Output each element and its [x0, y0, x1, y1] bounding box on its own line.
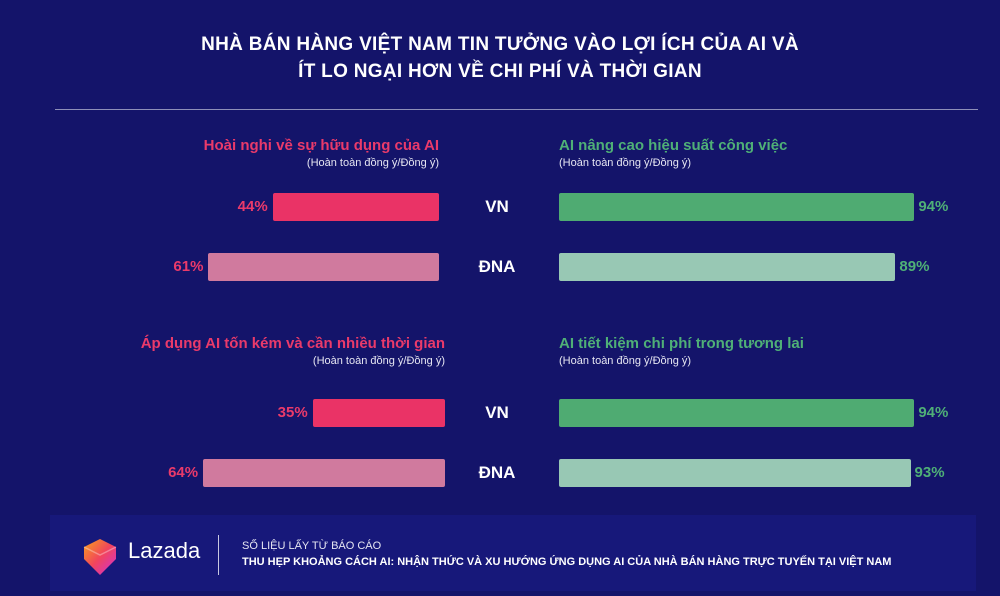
category-label: ĐNA [478, 257, 516, 276]
footer-divider [218, 535, 219, 575]
data-label: 35% [277, 404, 308, 421]
data-label: 64% [168, 464, 199, 481]
data-label: 89% [899, 258, 930, 275]
panel-subtitle: (Hoàn toàn đồng ý/Đồng ý) [559, 355, 692, 367]
panel-title: AI tiết kiệm chi phí trong tương lai [559, 335, 804, 352]
panel-subtitle: (Hoàn toàn đồng ý/Đồng ý) [306, 157, 439, 169]
data-label: 94% [918, 198, 949, 215]
panel-subtitle: (Hoàn toàn đồng ý/Đồng ý) [559, 157, 692, 169]
panel-title: Hoài nghi về sự hữu dụng của AI [203, 137, 439, 154]
footer [50, 515, 976, 591]
panel-title: AI nâng cao hiệu suất công việc [559, 137, 788, 154]
bar-dna [203, 459, 445, 487]
category-label: ĐNA [478, 463, 516, 482]
category-label: VN [485, 197, 509, 216]
divider [55, 109, 978, 110]
data-label: 61% [173, 258, 204, 275]
source-label: SỐ LIỆU LẤY TỪ BÁO CÁO [242, 540, 382, 552]
category-label: VN [485, 403, 509, 422]
bar-vn [559, 193, 915, 221]
bar-vn [312, 399, 445, 427]
bar-vn [559, 399, 915, 427]
chart-title-line-1: NHÀ BÁN HÀNG VIỆT NAM TIN TƯỞNG VÀO LỢI … [201, 34, 799, 55]
lazada-logo-icon [83, 539, 117, 575]
chart-title-line-2: ÍT LO NGẠI HƠN VỀ CHI PHÍ VÀ THỜI GIAN [298, 61, 702, 82]
data-label: 94% [918, 404, 949, 421]
brand-name: Lazada [128, 538, 201, 563]
source-report-title: THU HẸP KHOẢNG CÁCH AI: NHẬN THỨC VÀ XU … [242, 556, 892, 568]
data-label: 44% [237, 198, 268, 215]
panel-subtitle: (Hoàn toàn đồng ý/Đồng ý) [312, 355, 445, 367]
data-label: 93% [914, 464, 945, 481]
panel-title: Áp dụng AI tốn kém và cần nhiều thời gia… [140, 335, 445, 352]
bar-dna [559, 253, 896, 281]
bar-vn [272, 193, 439, 221]
bar-dna [208, 253, 439, 281]
bar-dna [559, 459, 911, 487]
